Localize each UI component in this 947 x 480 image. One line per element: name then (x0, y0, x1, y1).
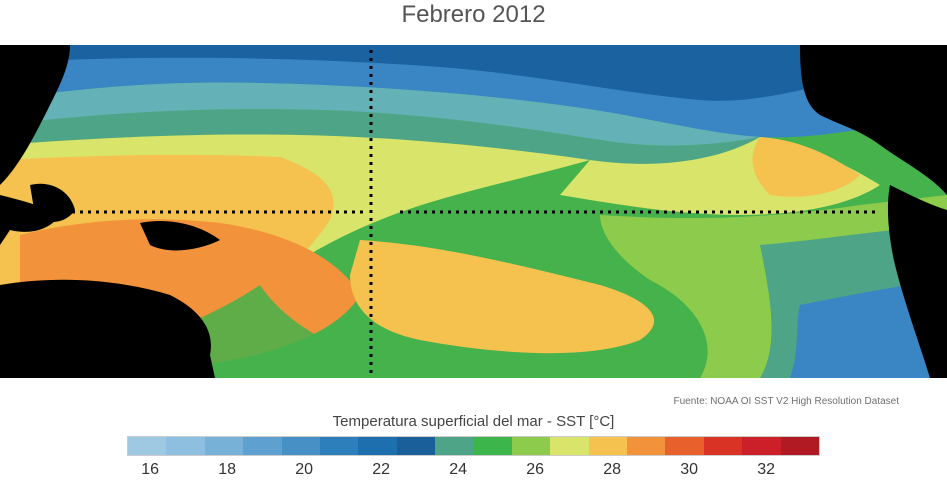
map-title: Febrero 2012 (401, 1, 546, 28)
source-note: Fuente: NOAA OI SST V2 High Resolution D… (673, 396, 899, 407)
colorbar-swatch (243, 437, 282, 455)
sst-map: Fuente: NOAA OI SST V2 High Resolution D… (0, 45, 947, 407)
colorbar-swatch (204, 437, 244, 455)
colorbar-tick-label: 18 (218, 461, 236, 478)
north-teal-band (0, 109, 760, 164)
colorbar-swatch (703, 437, 743, 455)
colorbar-swatch (473, 437, 512, 455)
north-cool (0, 82, 760, 146)
colorbar-tick-label: 32 (757, 461, 775, 478)
colorbar-ticks: 16 18 20 22 24 26 28 30 32 (127, 458, 820, 480)
asia-land (0, 45, 70, 185)
colorbar-tick-label: 30 (680, 461, 698, 478)
north-america-land (800, 45, 947, 195)
australia-land (0, 279, 215, 378)
colorbar (127, 436, 820, 456)
colorbar-tick-label: 24 (449, 461, 467, 478)
colorbar-swatch (665, 437, 704, 455)
colorbar-swatch (319, 437, 359, 455)
colorbar-tick-label: 26 (526, 461, 544, 478)
colorbar-swatch (780, 437, 820, 455)
colorbar-tick-label: 22 (372, 461, 390, 478)
colorbar-swatch (396, 437, 436, 455)
east-warm-patch (752, 137, 860, 197)
colorbar-swatch (588, 437, 628, 455)
colorbar-swatch (166, 437, 205, 455)
colorbar-tick-label: 28 (603, 461, 621, 478)
colorbar-swatch (627, 437, 666, 455)
colorbar-swatch (281, 437, 320, 455)
south-america-land (887, 185, 947, 378)
indonesia-land (0, 195, 60, 245)
colorbar-swatch (358, 437, 397, 455)
colorbar-tick-label: 16 (141, 461, 159, 478)
north-deep-cold (60, 45, 900, 101)
colorbar-swatch (742, 437, 781, 455)
colorbar-tick-label: 20 (295, 461, 313, 478)
colorbar-swatch (435, 437, 474, 455)
new-guinea-land (140, 220, 220, 251)
equatorial-tongue (350, 240, 655, 354)
colorbar-swatch (511, 437, 551, 455)
colorbar-title: Temperatura superficial del mar - SST [°… (332, 413, 615, 430)
colorbar-swatch (128, 437, 167, 455)
colorbar-swatch (550, 437, 589, 455)
